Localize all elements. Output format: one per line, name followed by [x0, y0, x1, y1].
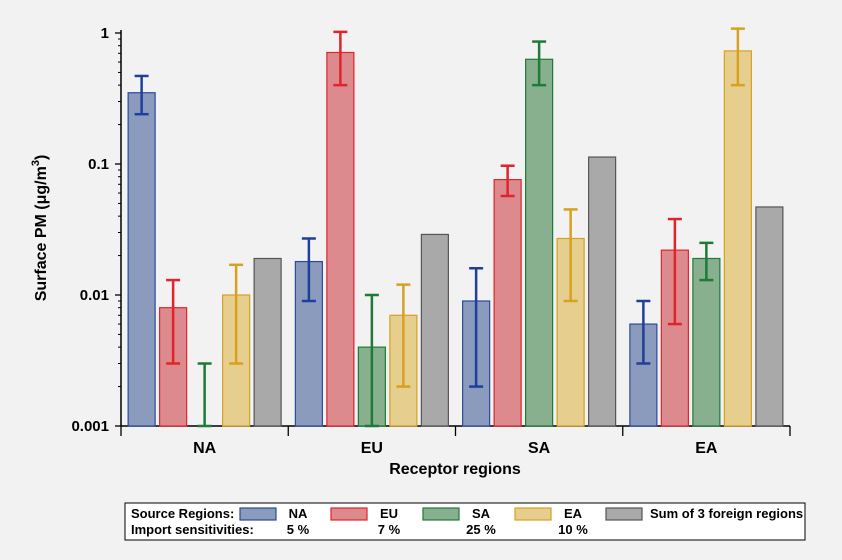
- bar: [588, 156, 617, 427]
- y-tick-label: 0.001: [71, 418, 109, 435]
- legend-sensitivity: 25 %: [466, 522, 496, 537]
- y-axis-title: Surface PM (μg/m3): [30, 155, 50, 302]
- bar: [326, 51, 355, 427]
- legend-swatch: [239, 507, 277, 521]
- y-axis-title-close: ): [33, 155, 50, 160]
- x-category-label: EA: [695, 440, 718, 457]
- x-category-label: SA: [528, 440, 551, 457]
- legend-sensitivity: 7 %: [378, 522, 401, 537]
- bar: [420, 233, 449, 427]
- legend-swatch: [422, 507, 460, 521]
- legend-series-name: NA: [289, 506, 308, 521]
- bar: [723, 50, 752, 427]
- legend-swatch: [330, 507, 368, 521]
- x-category-label: EU: [361, 440, 383, 457]
- legend-series-name: EA: [564, 506, 583, 521]
- bar: [755, 206, 784, 427]
- y-tick-label: 1: [101, 25, 109, 42]
- legend-series-name: SA: [472, 506, 491, 521]
- y-tick-label: 0.01: [80, 287, 109, 304]
- legend-sensitivity: 10 %: [558, 522, 588, 537]
- bar: [692, 257, 721, 427]
- x-category-label: NA: [193, 440, 217, 457]
- legend: Source Regions:Import sensitivities: NA5 …: [124, 502, 806, 541]
- y-tick-label: 0.1: [88, 156, 109, 173]
- legend-title: Source Regions:: [131, 506, 234, 521]
- legend-sensitivity: 5 %: [287, 522, 310, 537]
- y-axis-title-superscript: 3: [30, 160, 42, 166]
- y-axis-title-main: Surface PM (μg/m: [33, 166, 50, 301]
- bar: [253, 257, 282, 427]
- legend-swatch: [605, 507, 643, 521]
- plot-area: 0.001 0.01 0.1 1 NA EU SA EA: [71, 25, 791, 457]
- x-axis-title: Receptor regions: [389, 461, 521, 478]
- legend-swatch: [514, 507, 552, 521]
- bar: [493, 179, 522, 427]
- legend-series-name: EU: [380, 506, 398, 521]
- legend-row2-label: Import sensitivities:: [131, 522, 254, 537]
- legend-box: [124, 502, 806, 541]
- bar: [127, 92, 156, 427]
- legend-series-name: Sum of 3 foreign regions: [650, 506, 803, 521]
- bar: [525, 58, 554, 427]
